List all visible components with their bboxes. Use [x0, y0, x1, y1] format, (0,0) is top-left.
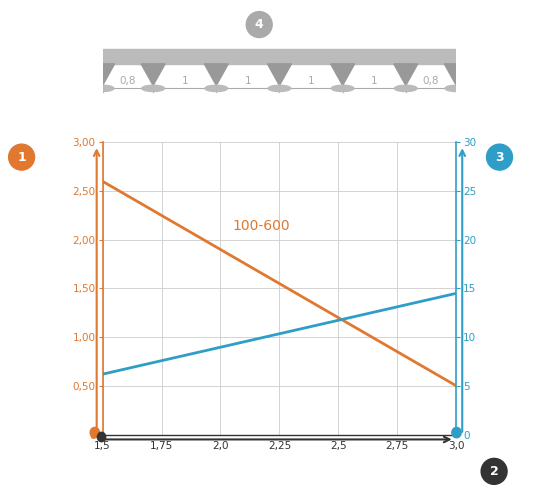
Circle shape — [332, 85, 354, 91]
Text: 1: 1 — [17, 151, 26, 164]
Text: 0,8: 0,8 — [423, 76, 439, 85]
Circle shape — [487, 144, 512, 170]
Bar — [103, 49, 456, 64]
Polygon shape — [444, 64, 468, 85]
Text: 1: 1 — [308, 76, 314, 85]
Circle shape — [142, 85, 165, 91]
Text: 1: 1 — [245, 76, 251, 85]
Circle shape — [268, 85, 291, 91]
Polygon shape — [91, 64, 114, 85]
Polygon shape — [204, 64, 228, 85]
Text: 100-600: 100-600 — [232, 219, 290, 233]
Text: 0,8: 0,8 — [120, 76, 136, 85]
Circle shape — [205, 85, 227, 91]
Text: 1: 1 — [371, 76, 377, 85]
Text: 1: 1 — [181, 76, 188, 85]
Circle shape — [91, 85, 114, 91]
Circle shape — [90, 427, 99, 438]
Circle shape — [452, 427, 461, 438]
Polygon shape — [141, 64, 165, 85]
Text: 3: 3 — [495, 151, 504, 164]
Circle shape — [97, 432, 106, 442]
Circle shape — [394, 85, 417, 91]
Circle shape — [9, 144, 35, 170]
Circle shape — [246, 12, 272, 37]
Circle shape — [445, 85, 468, 91]
Circle shape — [481, 459, 507, 484]
Text: 2: 2 — [490, 465, 498, 478]
Polygon shape — [330, 64, 355, 85]
Polygon shape — [267, 64, 292, 85]
Text: 4: 4 — [255, 18, 264, 31]
Polygon shape — [394, 64, 418, 85]
